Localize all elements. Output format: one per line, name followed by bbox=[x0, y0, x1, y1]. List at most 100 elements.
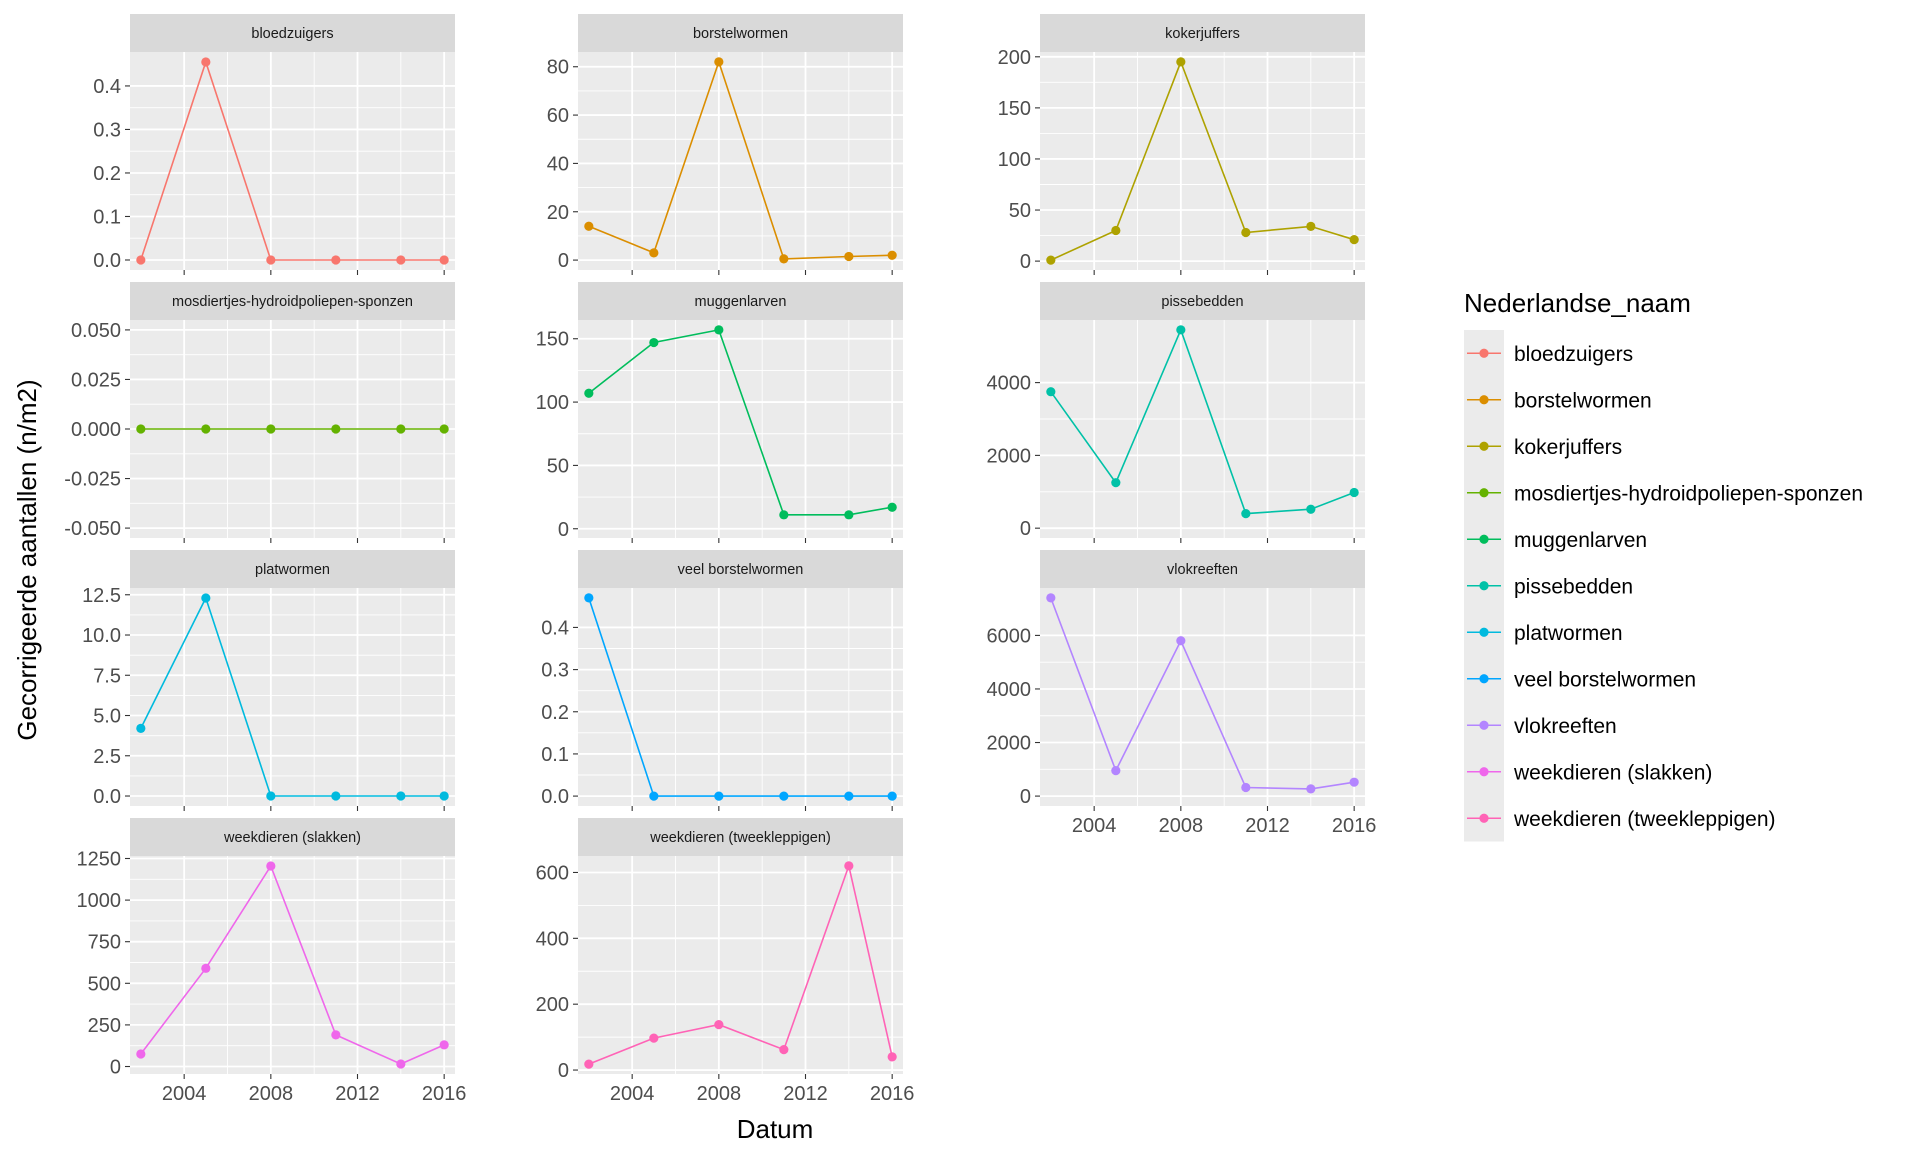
facet-panel: kokerjuffers 0 50 100 150 200 bbox=[998, 14, 1365, 275]
facet-strip-label: muggenlarven bbox=[695, 294, 787, 310]
data-point bbox=[439, 255, 449, 265]
y-tick-label: -0.025 bbox=[64, 469, 121, 491]
data-point bbox=[779, 254, 789, 264]
panel-background bbox=[1040, 320, 1365, 538]
legend-item: weekdieren (tweekleppigen) bbox=[1464, 795, 1776, 842]
legend-item: veel borstelwormen bbox=[1464, 655, 1696, 702]
facet-strip bbox=[578, 282, 903, 320]
facet-strip-label: pissebedden bbox=[1161, 294, 1243, 310]
data-point bbox=[887, 791, 897, 801]
series-line bbox=[1050, 597, 1355, 790]
legend-key-point bbox=[1479, 767, 1489, 777]
y-tick-label: 0.0 bbox=[93, 250, 121, 272]
y-tick-label: 0 bbox=[558, 250, 569, 272]
data-point bbox=[331, 791, 341, 801]
x-tick-label: 2004 bbox=[1072, 815, 1117, 837]
legend-title: Nederlandse_naam bbox=[1464, 288, 1691, 318]
facet-strip bbox=[1040, 14, 1365, 52]
facet-strip-label: weekdieren (slakken) bbox=[223, 830, 361, 846]
data-point bbox=[396, 424, 406, 434]
legend-item: kokerjuffers bbox=[1464, 423, 1622, 470]
facet-strip bbox=[130, 282, 455, 320]
panel-background bbox=[1040, 52, 1365, 270]
data-point bbox=[1241, 509, 1251, 519]
x-axis-title: Datum bbox=[737, 1114, 814, 1144]
data-point bbox=[779, 510, 789, 520]
legend-item: weekdieren (slakken) bbox=[1464, 748, 1712, 795]
data-point bbox=[266, 255, 276, 265]
legend-key-point bbox=[1479, 581, 1489, 591]
y-tick-label: 600 bbox=[536, 862, 569, 884]
y-tick-label: 80 bbox=[547, 57, 569, 79]
data-point bbox=[1176, 325, 1186, 335]
y-tick-label: 1000 bbox=[77, 890, 122, 912]
data-point bbox=[136, 1049, 146, 1059]
legend-key-point bbox=[1479, 534, 1489, 544]
y-tick-label: 2000 bbox=[987, 445, 1032, 467]
y-tick-label: 0.4 bbox=[541, 617, 569, 639]
data-point bbox=[1241, 782, 1251, 793]
data-point bbox=[887, 250, 897, 260]
y-tick-label: 6000 bbox=[987, 625, 1032, 647]
panel-background bbox=[130, 52, 455, 270]
legend-item: mosdiertjes-hydroidpoliepen-sponzen bbox=[1464, 469, 1863, 516]
legend-item: vlokreeften bbox=[1464, 702, 1617, 749]
y-tick-label: 0.000 bbox=[71, 419, 121, 441]
data-point bbox=[201, 424, 211, 434]
data-point bbox=[714, 1020, 724, 1030]
data-point bbox=[1111, 225, 1121, 236]
legend: Nederlandse_naam bloedzuigers borstelworm… bbox=[1464, 288, 1863, 842]
y-tick-label: 60 bbox=[547, 105, 569, 127]
y-tick-label: -0.050 bbox=[64, 518, 121, 540]
facet-panel: bloedzuigers 0.0 0.1 0.2 0.3 0.4 bbox=[93, 14, 455, 275]
facet-strip-label: vlokreeften bbox=[1167, 562, 1238, 578]
data-point bbox=[844, 510, 854, 520]
data-point bbox=[649, 337, 659, 348]
x-tick-label: 2016 bbox=[1332, 815, 1377, 837]
y-tick-label: 0.4 bbox=[93, 76, 121, 98]
y-tick-label: 0 bbox=[558, 519, 569, 541]
data-point bbox=[439, 791, 449, 801]
facet-strip-label: bloedzuigers bbox=[251, 26, 333, 42]
data-point bbox=[1176, 636, 1186, 646]
y-tick-label: 100 bbox=[998, 149, 1031, 171]
x-tick-label: 2012 bbox=[1245, 815, 1290, 837]
facet-strip-label: mosdiertjes-hydroidpoliepen-sponzen bbox=[172, 294, 413, 310]
y-tick-label: 0.2 bbox=[93, 163, 121, 185]
y-tick-label: 0.1 bbox=[93, 206, 121, 228]
data-point bbox=[1349, 777, 1359, 787]
data-point bbox=[844, 861, 854, 871]
legend-label: weekdieren (tweekleppigen) bbox=[1513, 808, 1776, 831]
x-tick-label: 2012 bbox=[335, 1083, 380, 1105]
x-tick-label: 2012 bbox=[783, 1083, 828, 1105]
series-line bbox=[1050, 327, 1355, 515]
legend-item: bloedzuigers bbox=[1464, 330, 1633, 377]
series-line bbox=[140, 595, 445, 797]
data-point bbox=[201, 593, 211, 603]
series-line bbox=[1050, 59, 1355, 261]
data-point bbox=[584, 388, 594, 398]
facet-panel: pissebedden 0 2000 4000 bbox=[987, 282, 1365, 543]
y-tick-label: 500 bbox=[88, 973, 121, 995]
y-tick-label: 50 bbox=[1009, 200, 1031, 222]
legend-label: pissebedden bbox=[1514, 575, 1633, 598]
facet-strip bbox=[578, 14, 903, 52]
legend-label: bloedzuigers bbox=[1514, 343, 1633, 366]
y-tick-label: 5.0 bbox=[93, 706, 121, 728]
y-tick-label: 1250 bbox=[77, 848, 122, 870]
legend-key-point bbox=[1479, 813, 1489, 823]
panel-background bbox=[130, 588, 455, 806]
y-tick-label: 150 bbox=[998, 98, 1031, 120]
y-tick-label: 100 bbox=[536, 392, 569, 414]
data-point bbox=[266, 424, 276, 434]
data-point bbox=[331, 255, 341, 265]
facet-strip bbox=[578, 550, 903, 588]
y-tick-label: 0.025 bbox=[71, 369, 121, 391]
data-point bbox=[649, 1033, 659, 1043]
data-point bbox=[1306, 784, 1316, 794]
legend-items: bloedzuigers borstelwormen kokerjuffers mos… bbox=[1464, 330, 1863, 842]
data-point bbox=[649, 791, 659, 801]
y-tick-label: 250 bbox=[88, 1015, 121, 1037]
facet-strip bbox=[130, 14, 455, 52]
